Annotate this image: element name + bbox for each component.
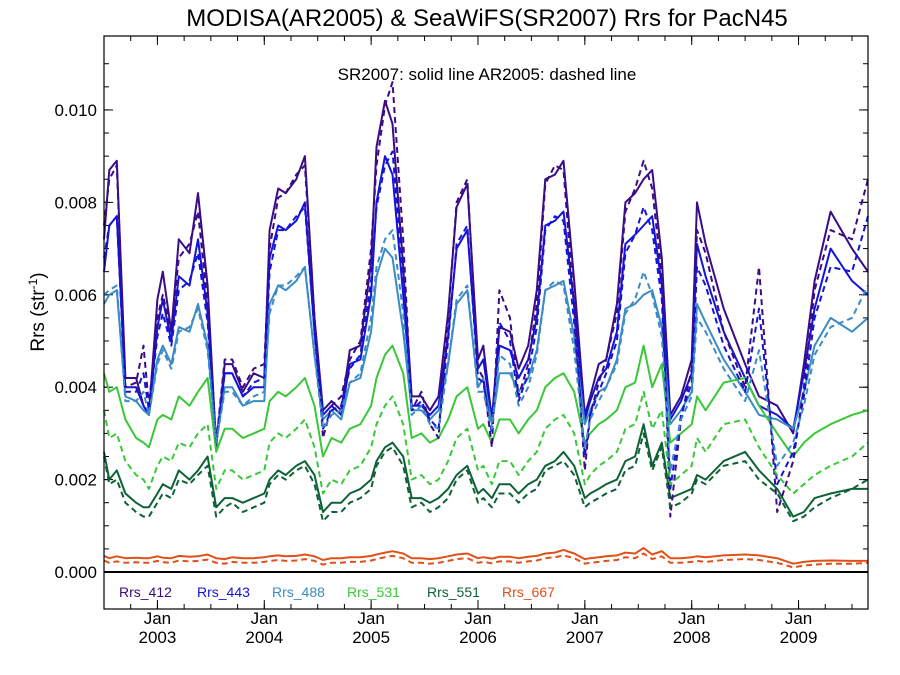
x-tick-month: Jan [464,609,491,628]
series-line-rrs-488-solid [103,247,869,444]
legend-item-rrs-443: Rrs_443 [197,584,250,600]
x-tick-year: 2007 [566,628,604,647]
series-line-rrs-551-solid [103,423,868,518]
series-line-rrs-667-solid [103,547,868,565]
x-tick-month: Jan [785,609,812,628]
x-tick-year: 2006 [459,628,497,647]
x-tick-year: 2003 [139,628,177,647]
x-tick-year: 2005 [352,628,390,647]
legend-item-rrs-551: Rrs_551 [427,584,480,600]
y-tick-label: 0.006 [54,286,97,305]
y-tick-label: 0.004 [54,378,97,397]
y-tick-label: 0.010 [54,101,97,120]
series-line-rrs-531-dashed [103,390,869,495]
x-tick-month: Jan [251,609,278,628]
chart-title: MODISA(AR2005) & SeaWiFS(SR2007) Rrs for… [186,5,788,32]
x-tick-month: Jan [678,609,705,628]
x-tick-year: 2004 [245,628,283,647]
legend-item-rrs-412: Rrs_412 [119,584,172,600]
legend-item-rrs-488: Rrs_488 [272,584,325,600]
series-line-rrs-488-dashed [103,229,869,472]
legend: Rrs_412 Rrs_443 Rrs_488 Rrs_531 Rrs_551 Rrs_6… [119,584,555,600]
plot-frame [103,35,869,610]
series-line-rrs-412-dashed [103,81,869,518]
series-line-rrs-551-dashed [103,432,869,523]
legend-item-rrs-667: Rrs_667 [502,584,555,600]
line-style-note: SR2007: solid line AR2005: dashed line [338,65,637,84]
legend-item-rrs-531: Rrs_531 [347,584,400,600]
axes: 0.0000.0020.0040.0060.0080.010Jan2003Jan… [54,36,868,647]
series-line-rrs-667-dashed [103,552,869,569]
y-axis-label: Rrs (str-1) [26,272,49,351]
plot-area [103,81,869,569]
x-tick-month: Jan [357,609,384,628]
y-tick-label: 0.000 [54,563,97,582]
y-tick-label: 0.002 [54,471,97,490]
x-tick-month: Jan [571,609,598,628]
x-tick-year: 2008 [673,628,711,647]
x-tick-year: 2009 [780,628,818,647]
y-tick-label: 0.008 [54,193,97,212]
x-tick-month: Jan [144,609,171,628]
